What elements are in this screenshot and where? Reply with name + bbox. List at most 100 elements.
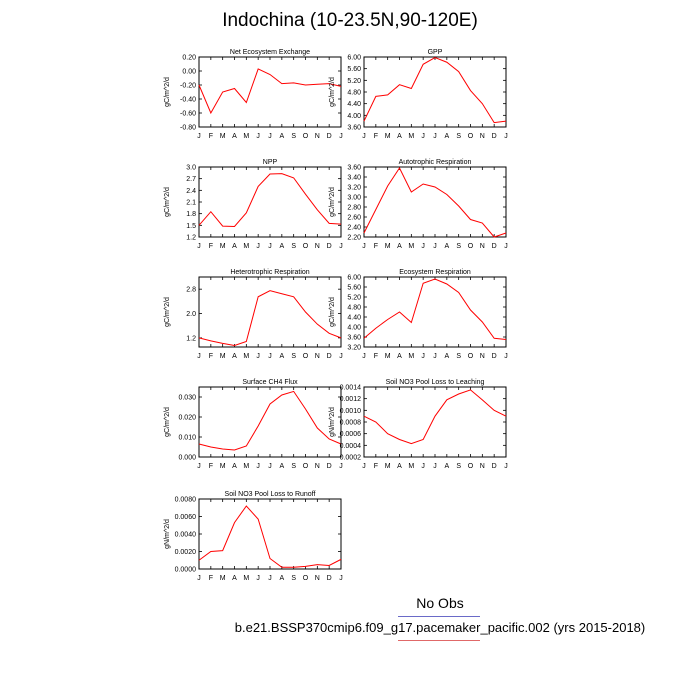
x-tick-label: F [209,575,213,582]
legend-label: No Obs [416,595,464,611]
x-tick-label: M [408,243,414,250]
x-tick-label: A [232,133,237,140]
plot-frame [363,386,507,458]
y-tick-label: 0.0010 [340,408,362,415]
y-tick-label: 0.010 [178,435,196,442]
x-tick-label: J [339,353,343,360]
x-tick-label: S [291,133,296,140]
x-tick-label: O [303,353,309,360]
x-tick-label: S [291,243,296,250]
x-tick-label: S [456,353,461,360]
y-tick-label: 4.40 [347,315,361,322]
y-tick-label: 3.60 [347,335,361,342]
x-tick-label: J [504,133,508,140]
x-tick-label: J [433,133,437,140]
x-tick-label: S [456,133,461,140]
y-tick-label: 0.0002 [340,455,362,462]
x-tick-label: M [408,353,414,360]
x-tick-label: F [374,353,378,360]
panel-9: Soil NO3 Pool Loss to Runoff gN/m^2/d 0.00… [164,491,343,582]
series-line [198,68,342,115]
plot-frame [198,56,342,128]
y-axis-label: gC/m^2/d [164,77,171,107]
x-tick-label: J [433,463,437,470]
x-tick-label: A [397,463,402,470]
x-tick-label: J [362,353,366,360]
panel-8: Soil NO3 Pool Loss to Leaching gN/m^2/d 0.… [329,379,508,470]
plot-frame [198,166,342,238]
x-tick-label: J [256,353,260,360]
x-tick-label: J [339,133,343,140]
series-line [198,390,342,451]
x-tick-label: J [268,243,272,250]
x-tick-label: J [268,133,272,140]
y-tick-label: 0.20 [182,55,196,62]
x-tick-label: A [444,463,449,470]
y-tick-label: 0.0004 [340,443,362,450]
x-tick-label: M [408,133,414,140]
x-tick-label: A [279,353,284,360]
x-tick-label: O [303,463,309,470]
x-tick-label: A [279,575,284,582]
x-tick-label: A [279,463,284,470]
x-tick-label: M [385,353,391,360]
x-tick-label: N [480,133,485,140]
y-tick-label: -0.80 [180,125,196,132]
x-tick-label: J [268,575,272,582]
x-tick-label: J [421,353,425,360]
x-tick-label: J [421,243,425,250]
x-tick-label: M [220,243,226,250]
y-tick-label: 1.2 [186,335,196,342]
x-tick-label: J [504,353,508,360]
y-tick-label: 0.00 [182,69,196,76]
x-tick-label: D [492,353,497,360]
x-tick-label: M [220,463,226,470]
panel-title: GPP [428,49,443,56]
x-tick-label: D [327,133,332,140]
panel-title: Ecosystem Respiration [399,269,471,276]
x-tick-label: J [504,243,508,250]
y-tick-label: 2.4 [186,188,196,195]
y-tick-label: 3.0 [186,165,196,172]
page-title: Indochina (10-23.5N,90-120E) [222,10,478,31]
panel-2: GPP gC/m^2/d 3.60 4.00 4.40 4.80 5.20 5.60 6.00 J… [329,49,508,140]
x-tick-label: A [232,575,237,582]
x-tick-label: J [339,243,343,250]
y-tick-label: 2.1 [186,200,196,207]
x-tick-label: A [444,243,449,250]
y-tick-label: 0.0008 [340,420,362,427]
y-tick-label: 2.80 [347,205,361,212]
x-tick-label: F [209,133,213,140]
x-tick-label: N [480,463,485,470]
plot-frame [198,386,342,458]
x-tick-label: J [362,243,366,250]
x-tick-label: J [433,243,437,250]
y-tick-label: 0.0000 [175,567,197,574]
x-tick-label: F [374,463,378,470]
x-tick-label: F [209,243,213,250]
y-axis-label: gC/m^2/d [329,187,336,217]
y-tick-label: 0.0012 [340,396,362,403]
x-tick-label: A [397,133,402,140]
x-tick-label: M [385,243,391,250]
series-line [363,166,507,238]
x-tick-label: M [220,353,226,360]
y-tick-label: 0.0060 [175,514,197,521]
x-tick-label: J [362,133,366,140]
y-tick-label: 3.20 [347,345,361,352]
y-tick-label: 6.00 [347,275,361,282]
x-tick-label: O [468,133,474,140]
y-tick-label: -0.20 [180,83,196,90]
y-tick-label: -0.60 [180,111,196,118]
y-tick-label: 3.60 [347,165,361,172]
x-tick-label: J [197,243,201,250]
y-tick-label: 2.8 [186,287,196,294]
x-tick-label: M [243,243,249,250]
x-tick-label: O [303,243,309,250]
panel-5: Heterotrophic Respiration gC/m^2/d 1.2 2.0 2… [164,269,343,360]
x-tick-label: J [256,463,260,470]
x-tick-label: S [291,353,296,360]
x-tick-label: M [385,133,391,140]
series-line [198,173,342,228]
y-tick-label: -0.40 [180,97,196,104]
